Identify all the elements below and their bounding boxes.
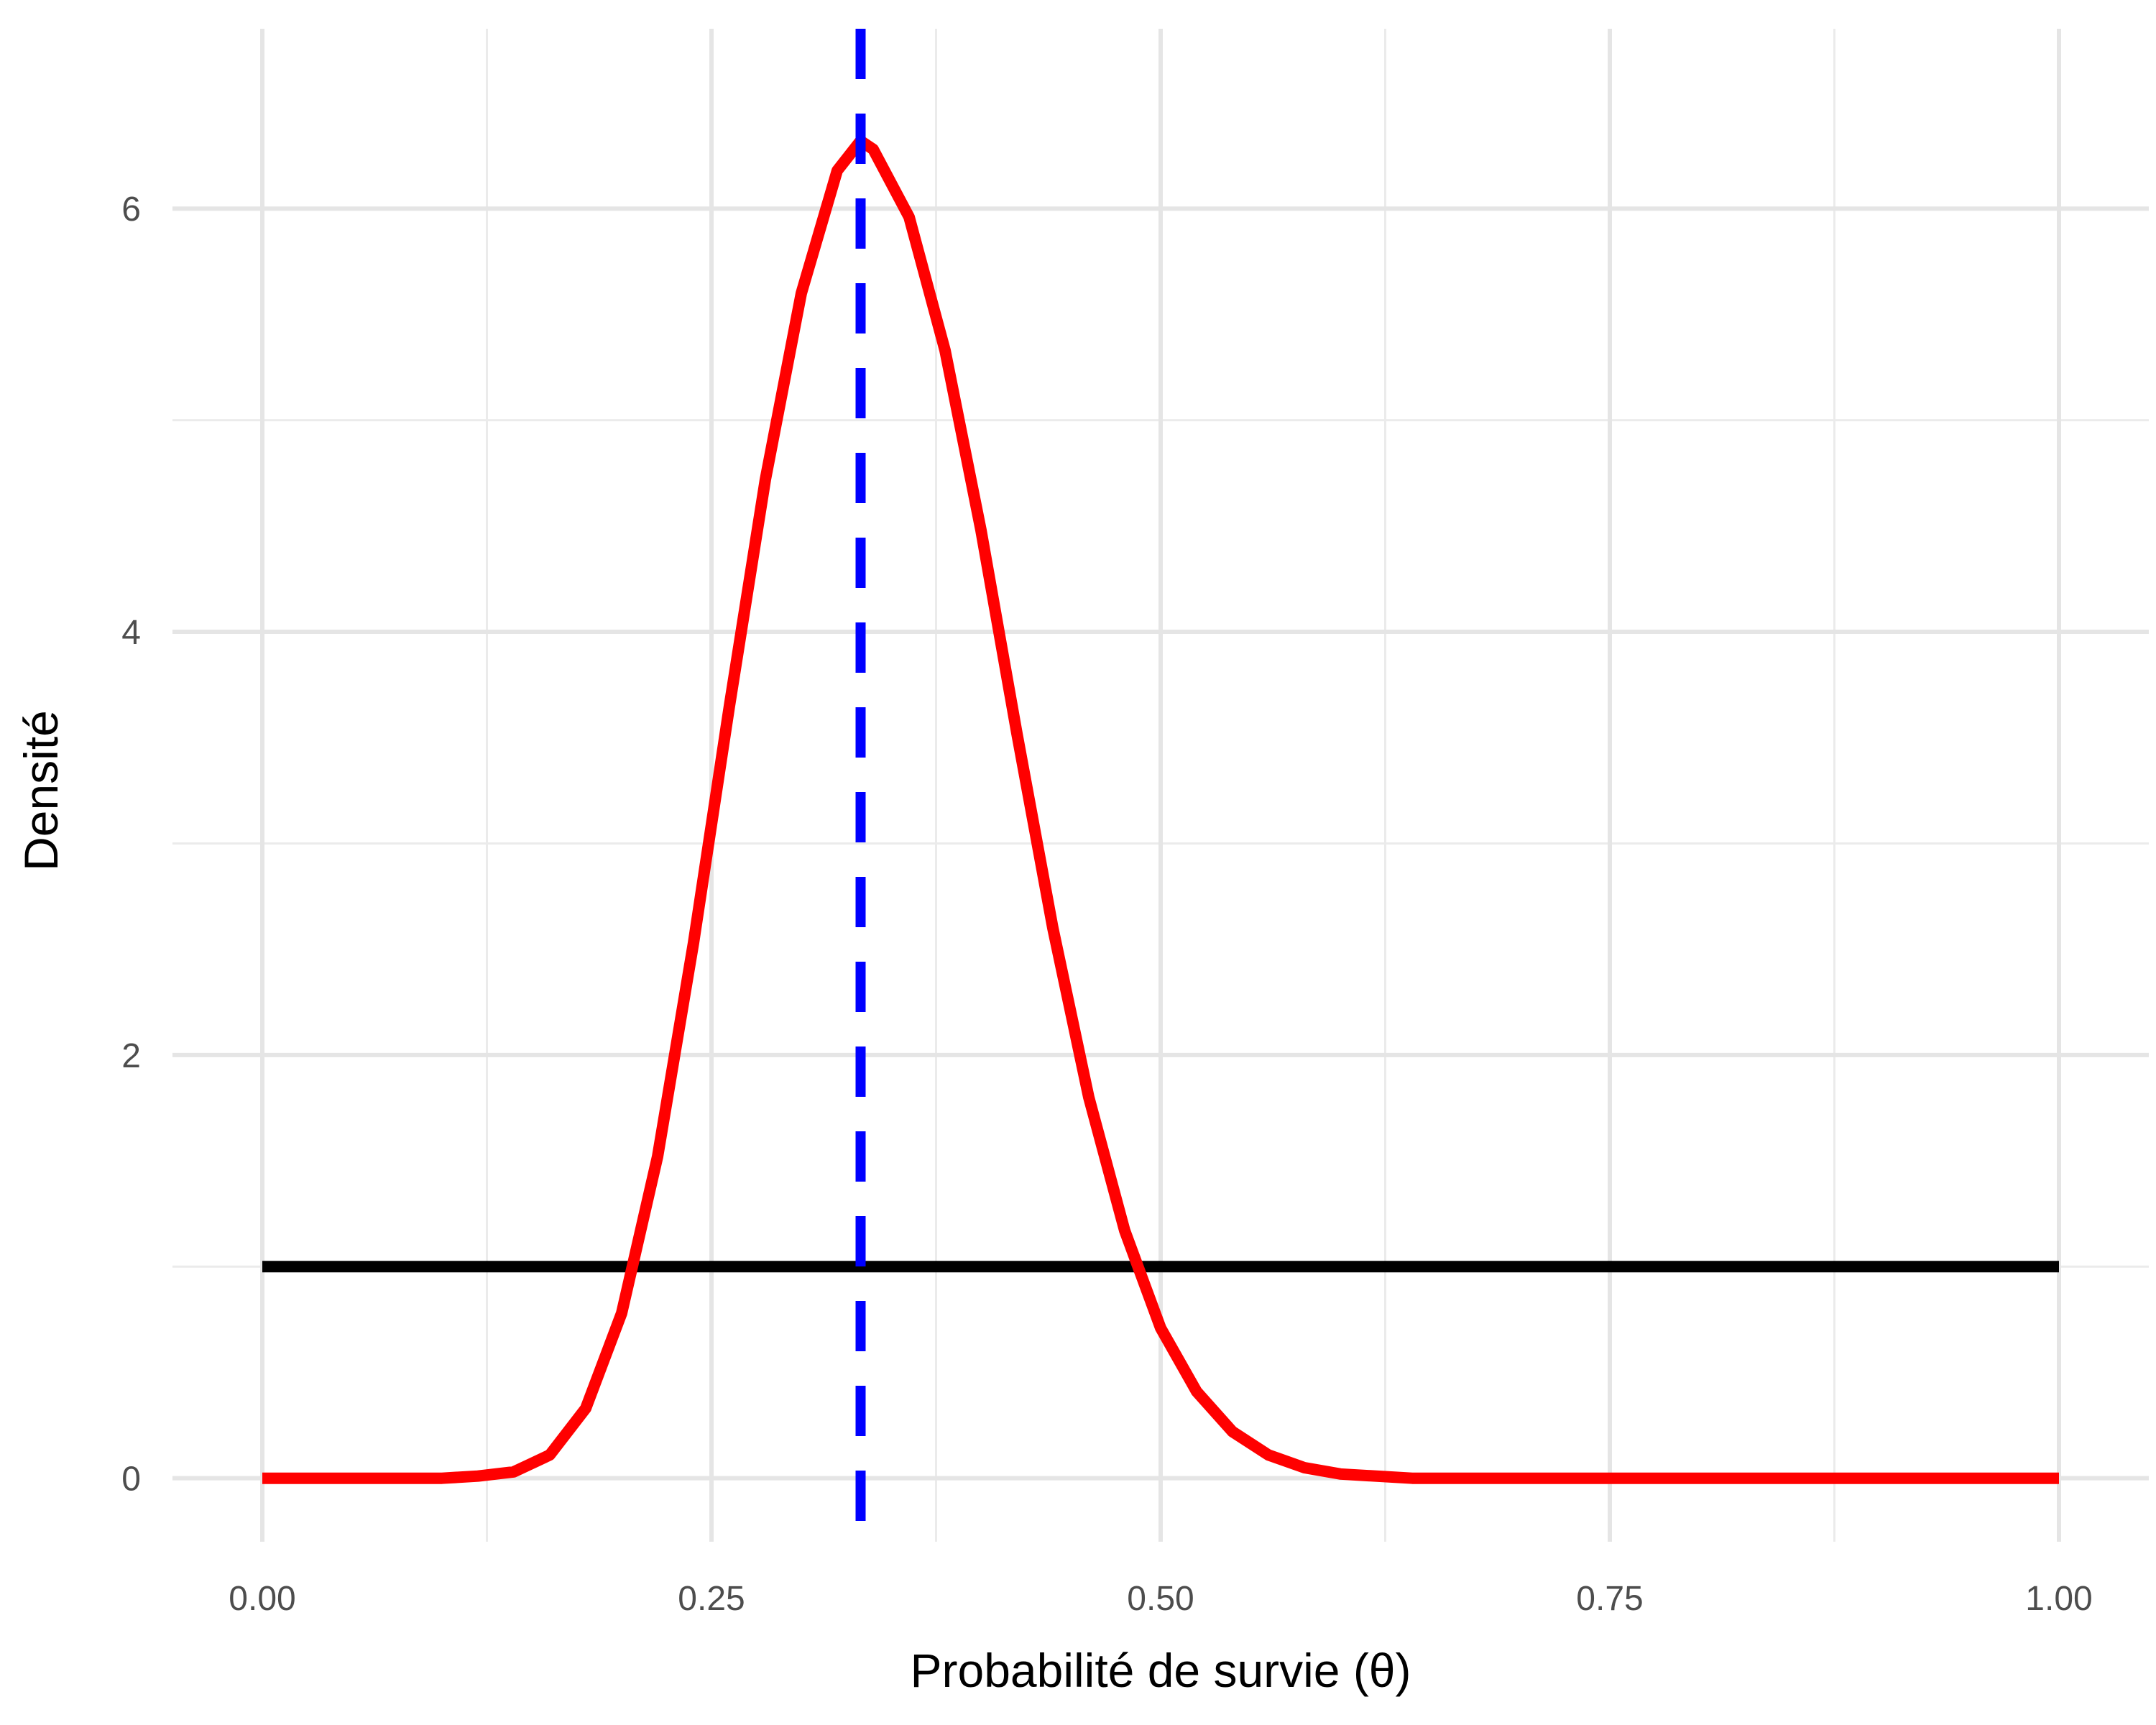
x-tick-labels: 0.00 0.25 0.50 0.75 1.00 <box>229 1580 2092 1618</box>
x-tick-label: 0.25 <box>678 1580 745 1618</box>
x-tick-label: 0.50 <box>1127 1580 1194 1618</box>
y-tick-label: 0 <box>121 1460 141 1499</box>
y-axis-title: Densité <box>14 710 68 871</box>
x-tick-label: 0.00 <box>229 1580 295 1618</box>
x-tick-label: 1.00 <box>2025 1580 2092 1618</box>
x-tick-label: 0.75 <box>1576 1580 1643 1618</box>
x-axis-title: Probabilité de survie (θ) <box>911 1644 1411 1697</box>
posterior-density-line <box>262 135 2059 1484</box>
y-tick-label: 4 <box>121 614 141 652</box>
y-tick-label: 2 <box>121 1037 141 1075</box>
series-layer <box>262 29 2059 1542</box>
y-tick-labels: 0 2 4 6 <box>121 190 141 1498</box>
y-tick-label: 6 <box>121 190 141 229</box>
